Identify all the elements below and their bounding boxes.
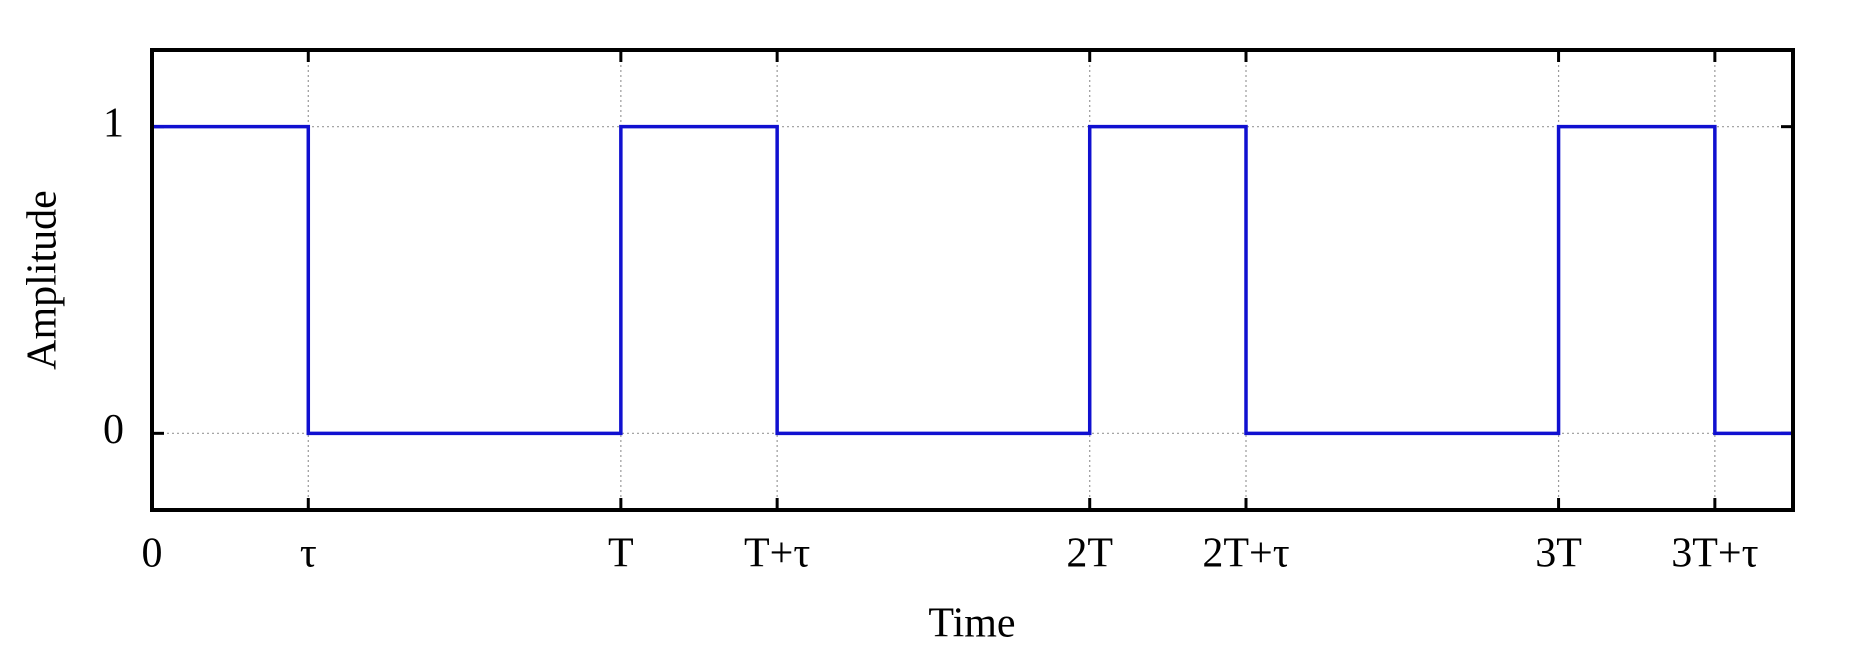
x-tick-label: 3T [1535,531,1582,577]
y-tick-label: 1 [103,100,124,146]
x-tick-label: τ [300,531,317,577]
x-tick-label: 2T [1066,531,1113,577]
x-tick-label: T [608,531,634,577]
x-tick-label: 0 [142,531,163,577]
x-tick-label: 2T+τ [1202,531,1289,577]
x-tick-label: T+τ [744,531,810,577]
y-tick-label: 0 [103,407,124,453]
y-axis-label: Amplitude [20,190,66,370]
x-axis-label: Time [928,601,1015,647]
x-tick-label: 3T+τ [1671,531,1758,577]
line-series [152,124,1793,436]
plot-frame [150,48,1795,512]
